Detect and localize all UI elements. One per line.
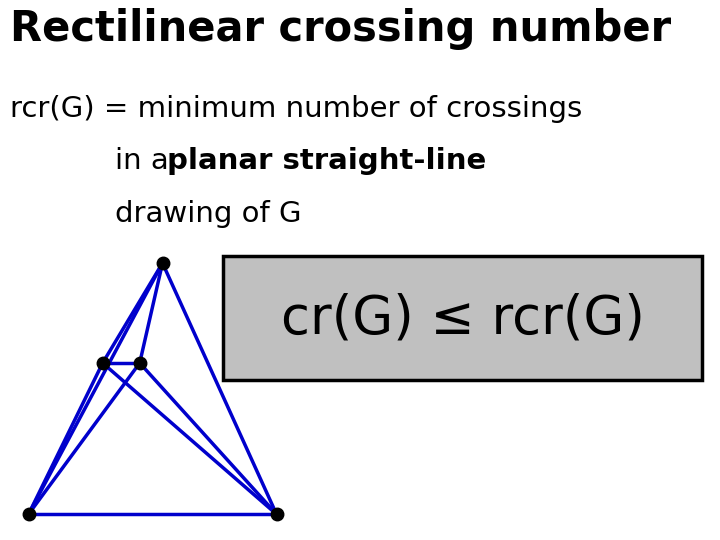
- Text: planar straight-line: planar straight-line: [167, 147, 486, 175]
- Text: in a: in a: [115, 147, 178, 175]
- Text: rcr(G) = minimum number of crossings: rcr(G) = minimum number of crossings: [10, 95, 582, 123]
- Text: cr(G) ≤ rcr(G): cr(G) ≤ rcr(G): [281, 292, 644, 344]
- Text: Rectilinear crossing number: Rectilinear crossing number: [10, 8, 671, 50]
- FancyBboxPatch shape: [223, 256, 702, 380]
- Text: drawing of G: drawing of G: [115, 200, 302, 228]
